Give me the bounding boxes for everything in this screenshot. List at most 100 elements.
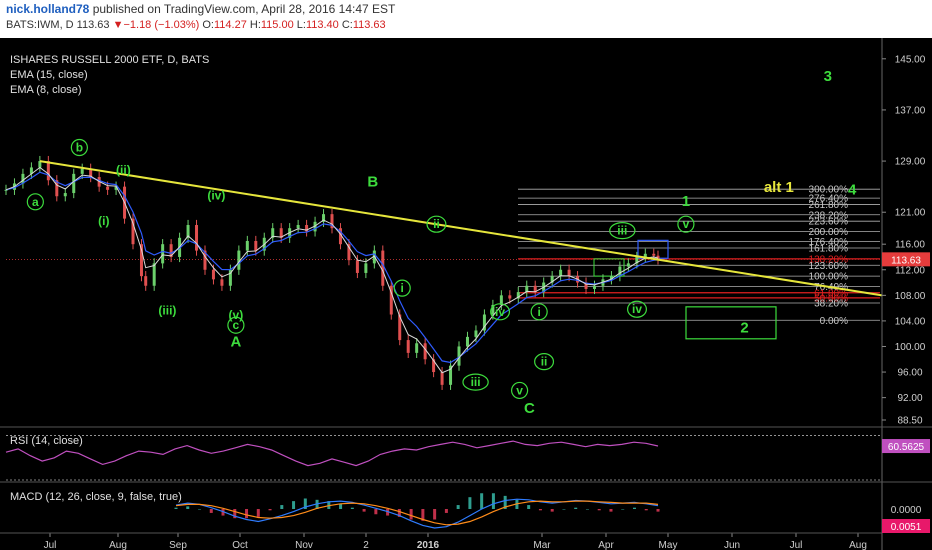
last-price-tag — [882, 252, 930, 267]
wave-circle — [393, 279, 411, 297]
wave-label: 4 — [848, 181, 857, 198]
candle-body — [567, 269, 571, 277]
macd-histogram-bar — [632, 507, 636, 509]
time-tick-label: Sep — [169, 540, 187, 550]
candle-body — [457, 346, 461, 366]
price-tick-label: 96.00 — [897, 368, 922, 379]
fib-label: 100.00% — [809, 272, 849, 283]
wave-circle — [626, 300, 647, 318]
rsi-legend[interactable]: RSI (14, close) — [10, 435, 83, 447]
candle-body — [338, 228, 342, 245]
macd-histogram-bar — [644, 509, 648, 511]
rsi-value: 60.5625 — [888, 442, 925, 453]
price-axis[interactable]: 145.00 137.00 129.00 121.00 116.00 112.00 108.… — [881, 38, 932, 550]
last-price-value: 113.63 — [891, 255, 921, 266]
candle-body — [609, 276, 613, 280]
high-label: H: — [249, 19, 261, 31]
macd-legend[interactable]: MACD (12, 26, close, 9, false, true) — [10, 491, 182, 503]
fib-label: 300.00% — [809, 185, 849, 196]
fib-label: 276.40% — [809, 194, 849, 205]
candle-body — [211, 269, 215, 280]
macd-histogram-bar — [503, 495, 507, 509]
candle-body — [584, 282, 588, 289]
price-tick-label: 137.00 — [895, 105, 926, 116]
candle-body — [364, 263, 368, 273]
chart-canvas[interactable]: 300.00%276.40%261.80%238.20%223.60%200.0… — [0, 38, 932, 550]
candle-body — [423, 343, 427, 360]
wave-label: ii — [541, 355, 548, 369]
macd-histogram-bar — [468, 497, 472, 509]
candle-body — [63, 193, 67, 197]
candle-body — [131, 218, 135, 245]
wave-label: ii — [433, 217, 440, 231]
time-tick-label: 2016 — [417, 540, 440, 550]
wave-circle — [490, 303, 511, 321]
candle-body — [228, 269, 232, 286]
wave-circle — [227, 316, 245, 334]
candle-body — [525, 285, 529, 293]
publish-info: published on TradingView.com, April 28, … — [92, 2, 396, 16]
rsi-pane: 60.5625 — [5, 435, 930, 481]
ema8-legend[interactable]: EMA (8, close) — [10, 84, 82, 96]
wave-label: B — [367, 174, 378, 191]
time-tick-label: Aug — [109, 540, 127, 550]
macd-histogram-bar — [339, 503, 343, 509]
candle-body — [550, 276, 554, 283]
wave-label: (iii) — [158, 304, 176, 318]
candle-body — [347, 244, 351, 261]
wave-circle — [26, 193, 44, 211]
fib-label: 161.80% — [809, 244, 849, 255]
candle-body — [643, 253, 647, 257]
time-tick-label: Jul — [44, 540, 57, 550]
wave-labels: ab(i)(ii)(iii)(iv)(v)cABiiiiiiivvCiiiiii… — [26, 68, 857, 417]
wave-label: (i) — [98, 214, 109, 228]
wave-circle — [530, 303, 548, 321]
candle-body — [491, 304, 495, 315]
candle-body — [144, 276, 148, 286]
candle-body — [72, 173, 76, 194]
time-tick-label: Oct — [232, 540, 248, 550]
trendline[interactable] — [39, 160, 883, 297]
ema15-legend[interactable]: EMA (15, close) — [10, 69, 88, 81]
time-tick-label: Nov — [295, 540, 313, 550]
wave-circle — [677, 215, 695, 233]
price-tick-label: 88.50 — [897, 416, 922, 427]
chart-background — [0, 38, 932, 550]
macd-histogram-bar — [303, 498, 307, 509]
wave-label: v — [516, 383, 523, 397]
macd-pane: 0.0000 0.0051 — [174, 493, 930, 533]
candle-body — [499, 295, 503, 305]
wave-label: (ii) — [116, 163, 131, 177]
macd-histogram-bar — [256, 509, 260, 517]
price-tick-label: 129.00 — [895, 157, 926, 168]
time-axis[interactable]: Jul Aug Sep Oct Nov 2 2016 Mar Apr May Jun Jul Aug — [0, 532, 882, 550]
candle-body — [29, 167, 33, 174]
wave-circle — [70, 138, 88, 157]
macd-histogram-bar — [233, 509, 237, 519]
ema-8-line — [5, 166, 659, 374]
wave-label: A — [230, 333, 241, 350]
fib-label: 38.20% — [814, 299, 848, 310]
time-tick-label: Apr — [598, 540, 614, 550]
fib-label: 176.40% — [809, 237, 849, 248]
candle-body — [592, 285, 596, 289]
price-tick-label: 145.00 — [895, 54, 926, 65]
candle-body — [440, 372, 444, 385]
macd-histogram-bar — [397, 509, 401, 517]
candle-body — [106, 186, 110, 190]
chart-title: ISHARES RUSSELL 2000 ETF, D, BATS — [10, 54, 209, 66]
candle-body — [449, 365, 453, 385]
macd-histogram-bar — [221, 509, 225, 516]
macd-histogram-bar — [362, 509, 366, 512]
candle-body — [313, 221, 317, 232]
wave-label: i — [401, 281, 404, 295]
candle-body — [355, 260, 359, 273]
wave-label: a — [32, 195, 39, 209]
macd-histogram-bar — [386, 509, 390, 516]
author-name[interactable]: nick.holland78 — [6, 2, 90, 16]
candle-body — [406, 340, 410, 353]
wave-label: (iv) — [207, 188, 225, 202]
price-tick-label: 112.00 — [895, 265, 925, 276]
candle-body — [618, 266, 622, 277]
low-label: L: — [296, 19, 306, 31]
